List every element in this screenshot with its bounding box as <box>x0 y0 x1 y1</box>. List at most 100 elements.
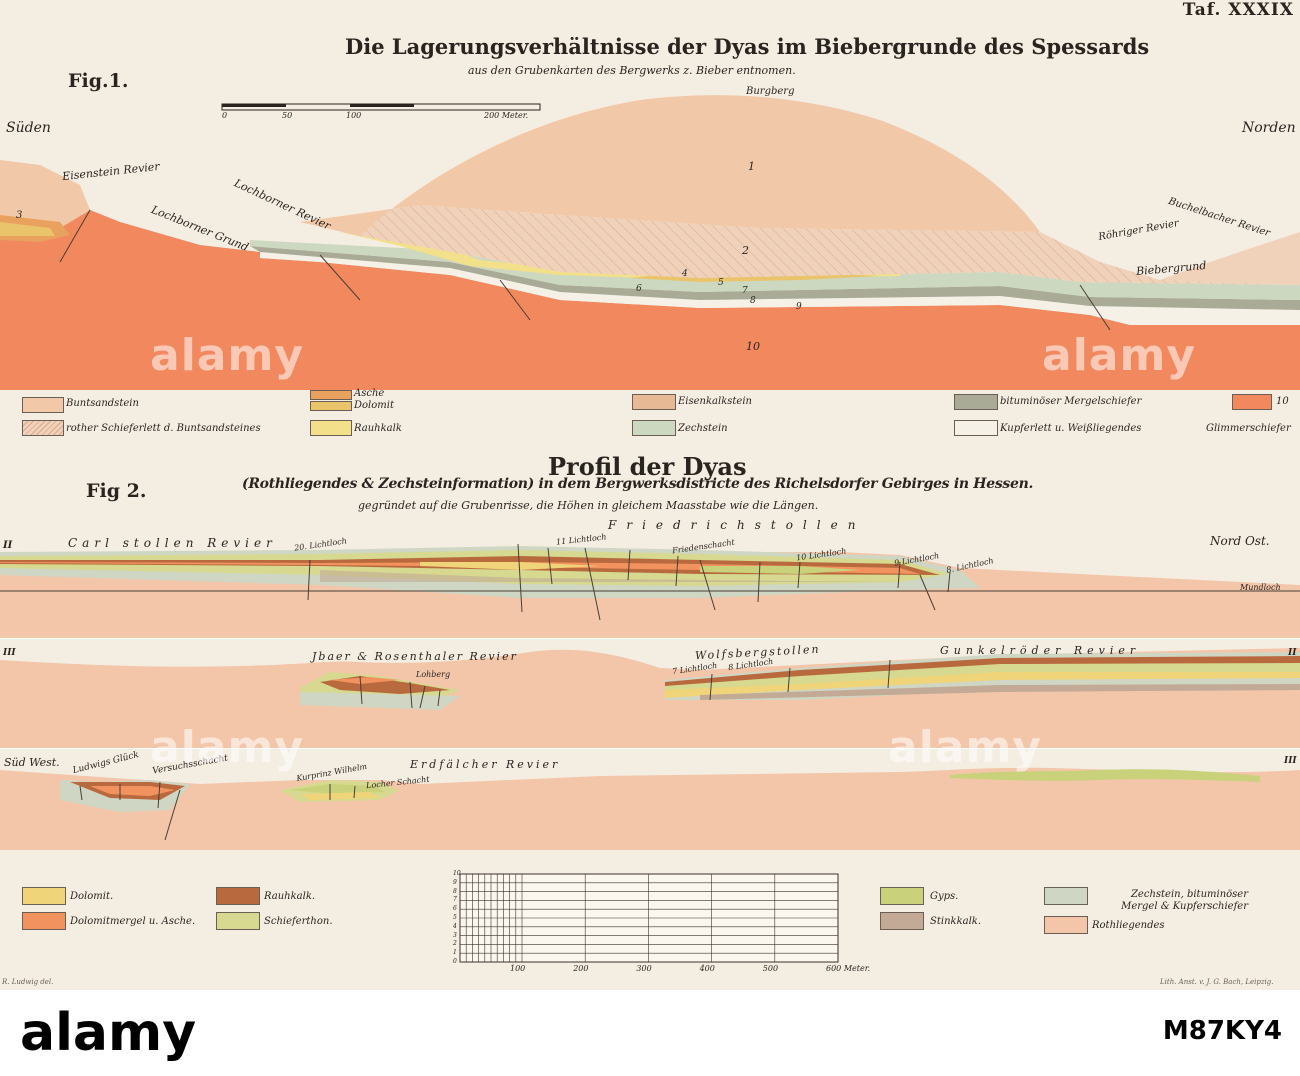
layer-num-10: 10 <box>746 340 760 353</box>
layer-10-glimmerschiefer <box>0 255 1300 390</box>
profile1-mundloch: Mundloch <box>1240 583 1281 592</box>
profile-1 <box>0 540 1300 639</box>
scale-tick-50: 50 <box>282 111 293 120</box>
fig1-cross-section <box>0 95 1300 390</box>
plate-number: Taf. XXXIX <box>1182 0 1294 20</box>
fig1-title: Die Lagerungsverhältnisse der Dyas im Bi… <box>345 34 1150 59</box>
grid-y-label: 6 <box>453 905 457 913</box>
grid-y-label: 10 <box>453 870 461 877</box>
alamy-logo: alamy <box>20 1003 196 1063</box>
profile2-gunkel: Gunkelröder Revier <box>940 644 1141 657</box>
watermark-banner: alamy M87KY4 <box>0 990 1300 1076</box>
layer-num-8: 8 <box>750 296 756 306</box>
legend-swatch-8 <box>954 394 998 410</box>
grid-x-label: 500 <box>762 964 779 973</box>
layer-2-hatch <box>300 205 1300 285</box>
grid-y-label: 4 <box>453 922 457 930</box>
fig2-legend-text-4: Schieferthon. <box>264 916 333 927</box>
legend-swatch-9 <box>954 420 998 436</box>
left-hill-4 <box>0 222 55 236</box>
legend-text-3: Asche <box>354 388 385 399</box>
fig2-legend-swatch-4 <box>216 912 260 930</box>
fig2-legend-text-1: Dolomit. <box>70 891 114 902</box>
layer-num-1: 1 <box>748 160 755 173</box>
profile-3-shafts <box>79 781 356 841</box>
profile1-revier: Carl stollen Revier <box>68 536 277 550</box>
legend-text-9: Kupferlett u. Weißliegendes <box>1000 423 1142 434</box>
grid-y-label: 5 <box>453 914 457 921</box>
layer-num-9: 9 <box>796 302 802 312</box>
place-burgberg: Burgberg <box>746 86 795 97</box>
profile1-roman: II <box>3 540 13 551</box>
layer-num-6: 6 <box>636 284 642 294</box>
profile2-roman-right: II <box>1288 648 1297 658</box>
profile-3 <box>0 758 1300 850</box>
fig2-legend-text-6: Stinkkalk. <box>930 916 982 927</box>
fig1-right-label: Norden <box>1242 120 1296 136</box>
scale-tick-0: 0 <box>222 111 228 120</box>
fig2-title: Profil der Dyas <box>548 452 747 481</box>
grid-y-label: 2 <box>453 940 457 948</box>
fig2-legend-text-3: Rauhkalk. <box>264 891 316 902</box>
fig1-left-label: Süden <box>6 120 51 136</box>
layer-1-right <box>1160 232 1300 285</box>
fig2-legend-swatch-5 <box>880 887 924 905</box>
fig2-legend-text-8: Rothliegendes <box>1092 920 1165 931</box>
legend-swatch-4 <box>310 401 352 411</box>
grid-y-label: 9 <box>453 878 457 886</box>
fig1-faults <box>59 209 1111 331</box>
scale-tick-200: 200 Meter. <box>484 111 529 120</box>
fig2-legend-swatch-1 <box>22 887 66 905</box>
legend-swatch-3 <box>310 390 352 400</box>
legend-text-6: Eisenkalkstein <box>678 396 752 407</box>
legend-swatch-10 <box>1232 394 1272 410</box>
fig1-subtitle: aus den Grubenkarten des Bergwerks z. Bi… <box>468 64 796 77</box>
profile2-revier1: Jbaer & Rosenthaler Revier <box>312 650 518 663</box>
profile2-lohberg: Lohberg <box>416 670 451 679</box>
grid-y-label: 1 <box>453 949 457 957</box>
layer-num-7: 7 <box>742 286 748 296</box>
grid-x-label: 200 <box>573 964 589 973</box>
grid-x-label: 100 <box>510 964 526 973</box>
watermark-1: alamy <box>150 330 304 381</box>
layer-8 <box>250 246 1300 310</box>
profile-2 <box>0 648 1300 749</box>
fig2-legend-swatch-3 <box>216 887 260 905</box>
fig2-legend-text-7: Zechstein, bituminöser Mergel & Kupfersc… <box>1121 889 1248 912</box>
legend-text-1: Buntsandstein <box>66 398 139 409</box>
fig1-scale-bar <box>221 103 541 111</box>
profile-1-shafts <box>307 543 951 621</box>
profile3-erdfael: Erdfälcher Revier <box>410 758 561 771</box>
profile1-right: Nord Ost. <box>1210 534 1270 548</box>
layer-10-left-wedge <box>0 210 260 258</box>
grid-x-label: 300 <box>636 964 652 973</box>
legend-text-7: Zechstein <box>678 423 728 434</box>
fig2-legend-swatch-7 <box>1044 887 1088 905</box>
legend-num-10: 10 <box>1276 396 1289 407</box>
fig2-legend-swatch-6 <box>880 912 924 930</box>
layer-num-5: 5 <box>718 278 724 288</box>
legend-swatch-7 <box>632 420 676 436</box>
grid-y-label: 3 <box>453 931 457 939</box>
fig2-legend-swatch-8 <box>1044 916 1088 934</box>
grid-y-label: 0 <box>453 958 457 965</box>
legend-text-5: Rauhkalk <box>354 423 402 434</box>
profile3-roman-right: III <box>1284 756 1297 766</box>
credit-right: Lith. Anst. v. J. G. Bach, Leipzig. <box>1160 978 1274 986</box>
profile-2-shafts <box>359 659 891 709</box>
fig2-subtitle: (Rothliegendes & Zechsteinformation) in … <box>242 476 1034 492</box>
legend-text-4: Dolomit <box>354 400 394 411</box>
legend-text-2: rother Schieferlett d. Buntsandsteines <box>66 423 261 434</box>
watermark-id: M87KY4 <box>1162 1016 1282 1046</box>
geological-plate: Taf. XXXIX Die Lagerungsverhältnisse der… <box>0 0 1300 990</box>
layer-num-2: 2 <box>742 244 749 257</box>
layer-num-3: 3 <box>16 210 23 221</box>
grid-x-label: 400 <box>699 964 715 973</box>
layer-7 <box>250 240 1300 300</box>
profile2-roman-left: III <box>3 648 16 658</box>
fig2-legend-text-5: Gyps. <box>930 891 959 902</box>
fig2-label: Fig 2. <box>86 480 147 502</box>
legend-swatch-1 <box>22 397 64 413</box>
watermark-3: alamy <box>150 722 304 773</box>
layer-num-4: 4 <box>682 269 688 279</box>
